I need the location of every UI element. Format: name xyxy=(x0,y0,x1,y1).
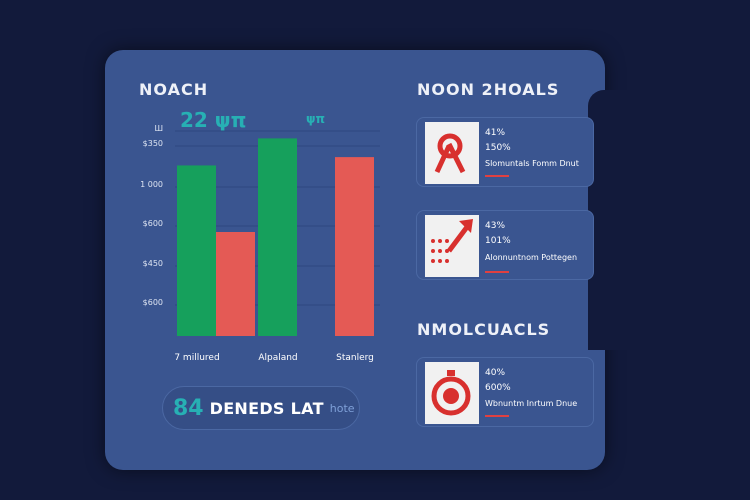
goal-value-2: 150% xyxy=(485,143,511,153)
summary-label: DENEDS LAT xyxy=(209,398,324,418)
y-tick-label: Ш xyxy=(154,124,163,133)
chart-badge-2: ψπ xyxy=(306,112,326,126)
goal-desc: Wbnuntm Inrtum Dnue xyxy=(485,399,578,408)
goal-value-2: 101% xyxy=(485,236,511,246)
bar xyxy=(335,157,374,336)
bar xyxy=(216,232,255,336)
goals-title: NOON 2HOALS xyxy=(417,80,560,99)
goal-value-2: 600% xyxy=(485,383,511,393)
arrow-left-icon xyxy=(485,175,509,177)
goal-card[interactable]: 40% 600% Wbnuntm Inrtum Dnue xyxy=(416,357,594,427)
chart-badge: 22 ψπ xyxy=(180,108,247,132)
goal-desc: Alonnuntnom Pottegen xyxy=(485,253,578,262)
goal-desc: Slomuntals Fomm Dnut xyxy=(485,159,579,168)
goal-card[interactable]: 43% 101% Alonnuntnom Pottegen xyxy=(416,210,594,280)
bar xyxy=(258,138,297,336)
goal-value-1: 40% xyxy=(485,368,506,378)
x-tick-label: Alpaland xyxy=(258,353,297,363)
panel-notch xyxy=(588,90,628,350)
chart-title: NOACH xyxy=(139,80,209,99)
summary-pill[interactable]: 84 DENEDS LAT hote xyxy=(162,386,360,430)
arrow-left-icon xyxy=(485,415,509,417)
target-icon xyxy=(425,122,479,184)
arrow-left-icon xyxy=(485,271,509,273)
y-tick-label: $600 xyxy=(143,298,163,307)
summary-value: 84 xyxy=(173,395,204,421)
stopwatch-icon xyxy=(425,362,479,424)
y-tick-label: $350 xyxy=(143,139,163,148)
y-tick-label: 1 000 xyxy=(140,180,163,189)
x-tick-label: 7 millured xyxy=(174,353,219,363)
bar xyxy=(177,165,216,336)
goal-card[interactable]: 41% 150% Slomuntals Fomm Dnut xyxy=(416,117,594,187)
trend-up-icon xyxy=(425,215,479,277)
goal-value-1: 41% xyxy=(485,128,506,138)
summary-suffix: hote xyxy=(329,401,355,415)
y-tick-label: $450 xyxy=(143,259,163,268)
y-tick-label: $600 xyxy=(143,219,163,228)
x-tick-label: Stanlerg xyxy=(336,353,374,363)
section-title: NMOLCUACLS xyxy=(417,320,551,339)
goal-value-1: 43% xyxy=(485,221,506,231)
